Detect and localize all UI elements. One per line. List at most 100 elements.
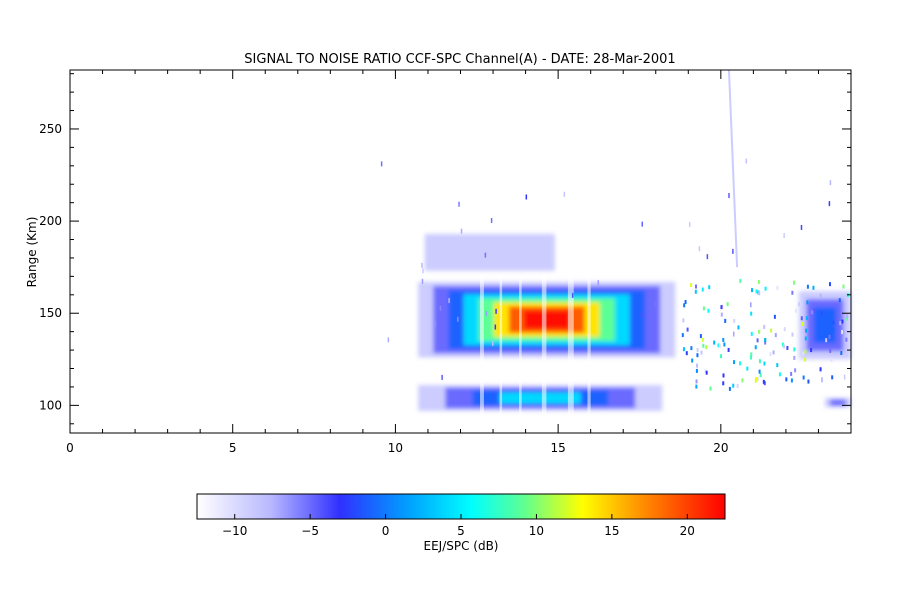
echo-point: [841, 330, 844, 335]
echo-point: [686, 327, 689, 332]
echo-point: [758, 369, 761, 374]
colorbar-tick-label: 10: [529, 524, 544, 538]
echo-point: [810, 348, 813, 353]
echo-point: [736, 383, 739, 388]
echo-point: [700, 350, 703, 355]
echo-point: [495, 308, 497, 314]
echo-point: [684, 300, 687, 305]
echo-point: [756, 376, 759, 381]
echo-point: [774, 333, 777, 338]
data-gap: [519, 276, 522, 415]
echo-point: [682, 318, 685, 323]
echo-point: [733, 318, 736, 323]
region-main-layer: [418, 281, 676, 358]
echo-point: [806, 300, 809, 305]
echo-point: [762, 379, 765, 384]
echo-point: [776, 285, 779, 290]
echo-point: [811, 310, 814, 315]
x-tick-label: 0: [66, 441, 74, 455]
echo-point: [804, 336, 807, 341]
x-tick-label: 10: [388, 441, 403, 455]
echo-point: [790, 378, 793, 383]
echo-point: [691, 358, 694, 363]
echo-point: [829, 180, 832, 186]
echo-point: [801, 321, 804, 326]
echo-point: [838, 298, 841, 303]
echo-point: [828, 201, 831, 207]
colorbar-tick-label: −10: [222, 524, 247, 538]
x-tick-label: 5: [229, 441, 237, 455]
echo-point: [845, 337, 848, 342]
echo-point: [772, 350, 775, 355]
echo-point: [749, 355, 752, 360]
echo-point: [783, 233, 785, 239]
echo-point: [750, 331, 753, 336]
y-axis-label: Range (Km): [25, 217, 39, 288]
echo-point: [830, 357, 833, 362]
echo-point: [727, 347, 730, 352]
echo-point: [732, 383, 735, 388]
echo-point: [708, 285, 711, 290]
echo-point: [705, 370, 708, 375]
echo-point: [839, 321, 842, 326]
echo-point: [791, 290, 794, 295]
echo-point: [763, 361, 766, 366]
echo-point: [746, 366, 749, 371]
echo-point: [783, 327, 786, 332]
echo-point: [724, 318, 727, 323]
echo-point: [773, 314, 776, 319]
x-tick-label: 20: [713, 441, 728, 455]
echo-point: [705, 345, 708, 350]
colorbar-ticks: −10 −5 0 5 10 15 20: [222, 514, 695, 538]
echo-point: [563, 191, 566, 197]
echo-point: [798, 302, 801, 307]
echo-point: [653, 301, 656, 307]
echo-point: [741, 378, 744, 383]
echo-point: [448, 298, 450, 304]
echo-point: [793, 280, 796, 285]
echo-point: [722, 381, 725, 386]
echo-point: [806, 284, 809, 289]
echo-point: [764, 337, 767, 342]
colorbar-tick-label: −5: [301, 524, 319, 538]
echo-point: [758, 329, 761, 334]
echo-point: [728, 193, 730, 199]
y-axis-ticks: 100 150 200 250: [39, 73, 851, 425]
echo-point: [704, 368, 707, 373]
colorbar-label: EEJ/SPC (dB): [423, 539, 498, 553]
echo-point: [492, 340, 494, 346]
echo-point: [718, 343, 721, 348]
echo-point: [739, 278, 742, 283]
echo-point: [709, 386, 712, 391]
echo-point: [707, 308, 710, 313]
echo-point: [722, 373, 725, 378]
echo-point: [380, 161, 383, 167]
echo-point: [484, 252, 487, 258]
echo-point: [723, 342, 726, 347]
echo-point: [764, 286, 767, 291]
echo-point: [733, 360, 736, 365]
echo-point: [828, 334, 831, 339]
echo-point: [800, 316, 803, 321]
echo-point: [726, 302, 729, 307]
echo-point: [702, 343, 705, 348]
echo-point: [571, 292, 574, 298]
echo-point: [778, 372, 781, 377]
echo-point: [764, 340, 767, 345]
echo-point: [745, 158, 748, 164]
chart-title: SIGNAL TO NOISE RATIO CCF-SPC Channel(A)…: [244, 52, 675, 67]
echo-point: [821, 377, 823, 383]
echo-point: [757, 280, 760, 285]
echo-point: [783, 344, 786, 349]
echo-point: [805, 328, 808, 333]
meteor-trace: [727, 69, 739, 268]
echo-point: [702, 306, 705, 311]
echo-point: [688, 221, 691, 227]
y-tick-label: 100: [39, 398, 62, 412]
data-gap: [587, 276, 591, 415]
data-gap: [567, 276, 574, 415]
echo-point: [458, 201, 460, 207]
echo-point: [695, 379, 698, 384]
echo-point: [597, 280, 599, 286]
